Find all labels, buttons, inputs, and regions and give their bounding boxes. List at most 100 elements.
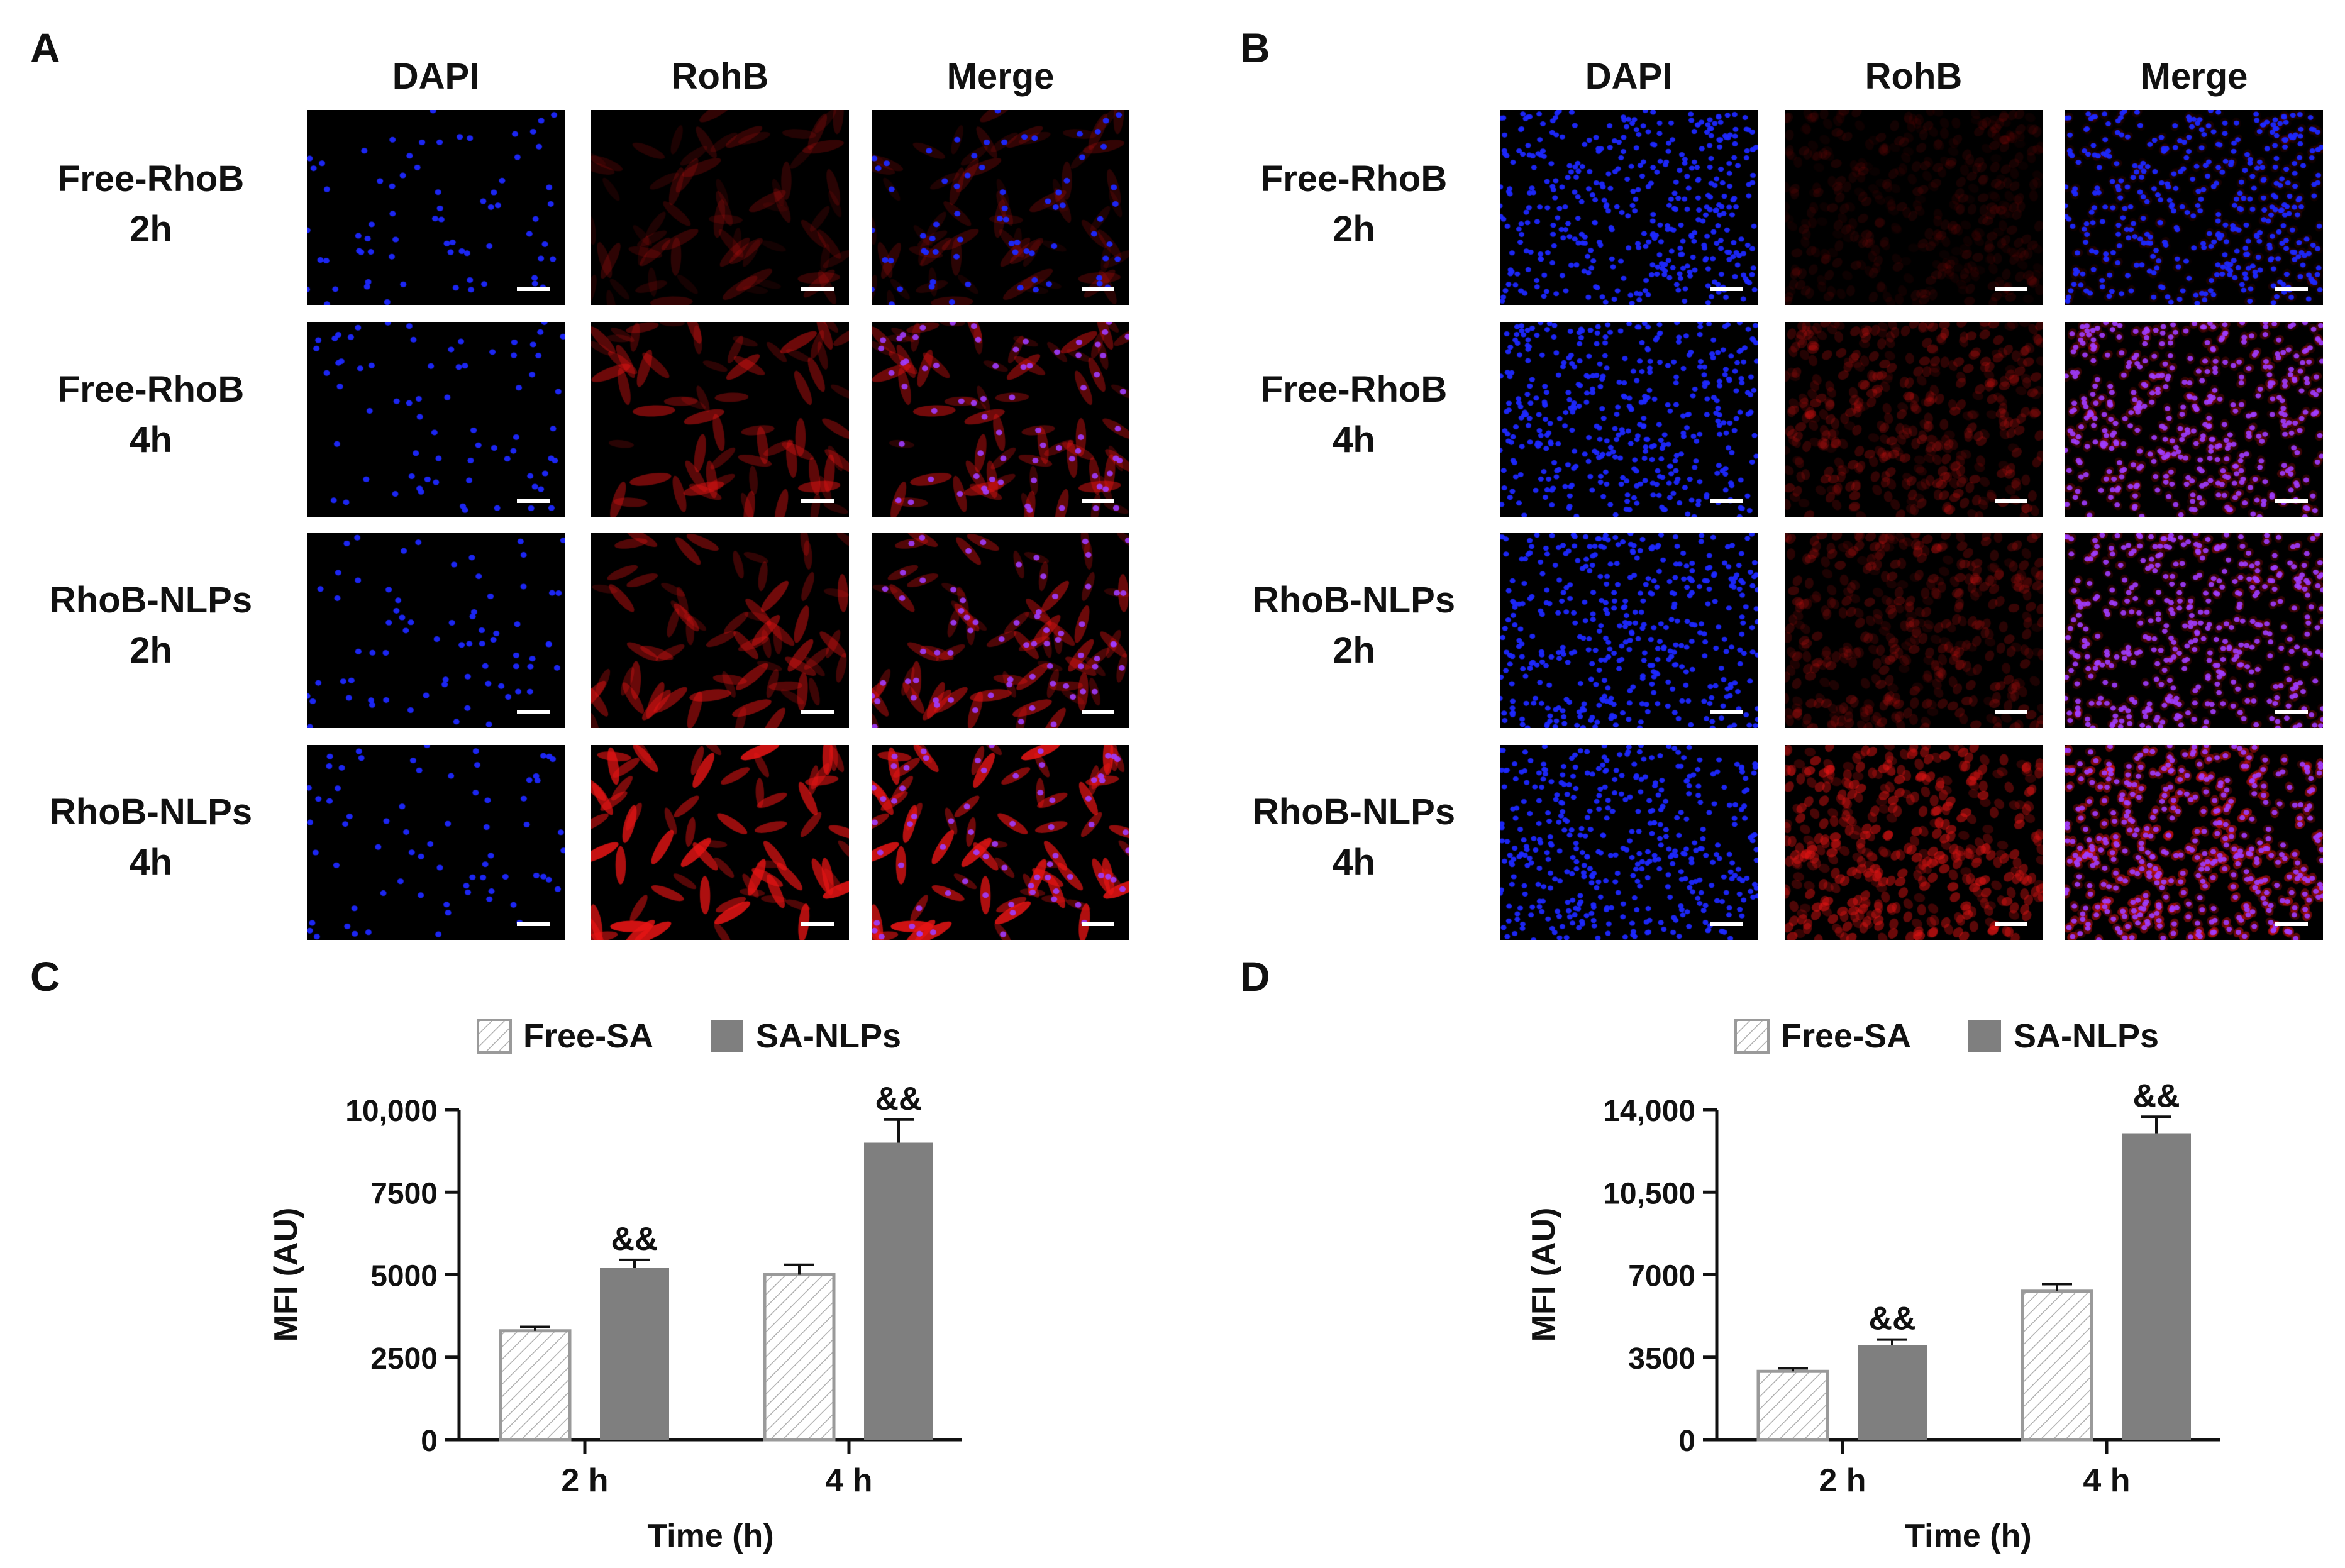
micrograph-merge: [872, 533, 1129, 728]
panel-label-d: D: [1240, 953, 1270, 1000]
legend-label: SA-NLPs: [2014, 1017, 2159, 1055]
row-header: RhoB-NLPs 4h: [1228, 787, 1480, 888]
micrograph-rohb: [591, 533, 849, 728]
scale-bar: [517, 710, 550, 714]
y-tick-label: 10,500: [1603, 1177, 1695, 1210]
scale-bar: [1995, 710, 2027, 714]
micrograph-rohb: [1785, 533, 2043, 728]
row-label-group: Free-RhoB: [57, 158, 245, 199]
row-label-time: 2h: [1333, 209, 1375, 250]
scale-bar: [1995, 922, 2027, 926]
row-label-group: RhoB-NLPs: [1252, 580, 1456, 621]
chart-c: Free-SA SA-NLPs 0 2500 5000 7500 10,000 MFI (AU…: [268, 1017, 962, 1554]
column-header-dapi: DAPI: [392, 56, 480, 97]
micrograph-merge: [872, 110, 1129, 305]
row-label-group: RhoB-NLPs: [49, 792, 253, 832]
row-label-time: 4h: [130, 419, 172, 460]
bar-free: [499, 1329, 572, 1442]
row-label-group: Free-RhoB: [1260, 158, 1448, 199]
row-label-time: 2h: [1333, 630, 1375, 671]
micrograph-dapi: [1500, 322, 1758, 517]
scale-bar: [1710, 287, 1743, 291]
column-header-rohb: RohB: [671, 56, 769, 97]
row-label-time: 4h: [1333, 419, 1375, 460]
micrograph-dapi: [307, 110, 565, 305]
y-tick-label: 0: [421, 1425, 438, 1458]
column-header-rohb: RohB: [1865, 56, 1963, 97]
scale-bar: [1995, 287, 2027, 291]
y-tick-label: 2500: [370, 1342, 438, 1376]
scale-bar: [1710, 710, 1743, 714]
bar-free: [1756, 1369, 1829, 1442]
bar-nlp: [2122, 1133, 2191, 1440]
row-label-time: 2h: [130, 209, 172, 250]
legend-label: Free-SA: [1781, 1017, 1911, 1055]
y-tick-label: 7500: [370, 1177, 438, 1210]
legend-swatch-nlp: [1968, 1020, 2001, 1052]
scale-bar: [517, 287, 550, 291]
row-header: Free-RhoB 4h: [25, 365, 277, 465]
micrograph-dapi: [1500, 110, 1758, 305]
legend-swatch-free: [477, 1019, 512, 1054]
significance-label: &&: [1868, 1301, 1915, 1337]
micrograph-rohb: [591, 322, 849, 517]
row-label-group: RhoB-NLPs: [1252, 792, 1456, 832]
panel-label-c: C: [30, 953, 60, 1000]
x-tick-label: 4 h: [2083, 1462, 2130, 1499]
column-header-dapi: DAPI: [1585, 56, 1673, 97]
y-tick-label: 3500: [1628, 1342, 1695, 1376]
row-label-group: RhoB-NLPs: [49, 580, 253, 621]
scale-bar: [801, 499, 834, 503]
row-header: RhoB-NLPs 2h: [1228, 575, 1480, 676]
scale-bar: [2275, 287, 2308, 291]
scale-bar: [1082, 499, 1114, 503]
legend-label: SA-NLPs: [756, 1017, 901, 1055]
micrograph-merge: [2065, 322, 2323, 517]
scale-bar: [1995, 499, 2027, 503]
y-axis-label: MFI (AU): [268, 1208, 304, 1342]
scale-bar: [2275, 499, 2308, 503]
y-tick-label: 14,000: [1603, 1095, 1695, 1128]
micrograph-dapi: [307, 745, 565, 940]
row-label-time: 4h: [130, 842, 172, 883]
row-header: RhoB-NLPs 2h: [25, 575, 277, 676]
y-tick-label: 5000: [370, 1260, 438, 1293]
micrograph-merge: [2065, 745, 2323, 940]
row-label-group: Free-RhoB: [1260, 369, 1448, 410]
x-tick-label: 2 h: [1819, 1462, 1866, 1499]
significance-label: &&: [875, 1081, 922, 1117]
y-tick-label: 0: [1678, 1425, 1695, 1458]
legend-swatch-free: [1734, 1019, 1770, 1054]
panel-label-b: B: [1240, 25, 1270, 71]
micrograph-rohb: [591, 745, 849, 940]
y-tick-label: 10,000: [345, 1095, 438, 1128]
bar-nlp: [864, 1142, 933, 1440]
x-tick-label: 2 h: [561, 1462, 608, 1499]
chart-d: Free-SA SA-NLPs 0 3500 7000 10,500 14,000 MFI (…: [1526, 1017, 2220, 1554]
row-header: RhoB-NLPs 4h: [25, 787, 277, 888]
x-tick-label: 4 h: [825, 1462, 872, 1499]
micrograph-dapi: [307, 322, 565, 517]
scale-bar: [2275, 922, 2308, 926]
micrograph-merge: [2065, 110, 2323, 305]
row-header: Free-RhoB 2h: [1228, 154, 1480, 255]
bar-nlp: [1858, 1345, 1927, 1440]
row-header: Free-RhoB 2h: [25, 154, 277, 255]
scale-bar: [801, 287, 834, 291]
row-label-time: 4h: [1333, 842, 1375, 883]
x-axis-label: Time (h): [647, 1518, 773, 1554]
scale-bar: [517, 499, 550, 503]
column-header-merge: Merge: [946, 56, 1055, 97]
bar-free: [2021, 1289, 2093, 1442]
micrograph-rohb: [1785, 322, 2043, 517]
scale-bar: [1710, 499, 1743, 503]
micrograph-dapi: [307, 533, 565, 728]
scale-bar: [2275, 710, 2308, 714]
x-axis-label: Time (h): [1905, 1518, 2031, 1554]
micrograph-rohb: [1785, 110, 2043, 305]
significance-label: &&: [2132, 1078, 2180, 1114]
micrograph-dapi: [1500, 745, 1758, 940]
column-header-merge: Merge: [2140, 56, 2248, 97]
micrograph-rohb: [1785, 745, 2043, 940]
y-axis-label: MFI (AU): [1526, 1208, 1562, 1342]
